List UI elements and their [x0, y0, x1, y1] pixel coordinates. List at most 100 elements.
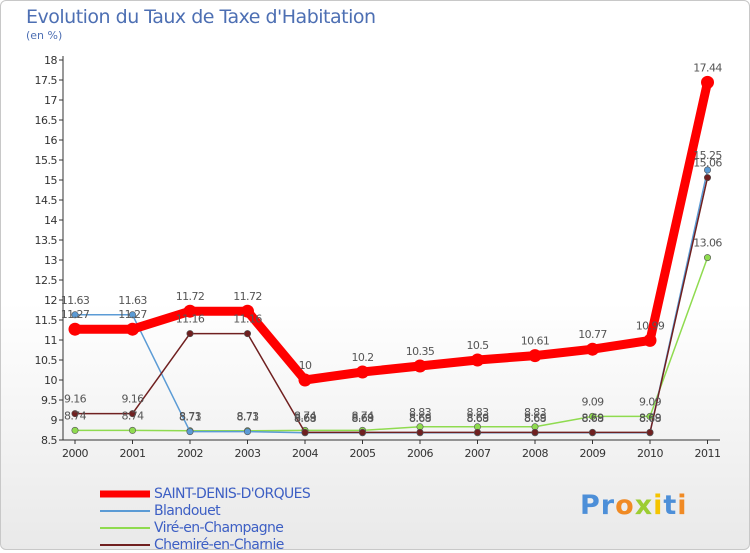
chart-ylabel: (en %)	[26, 29, 63, 42]
data-label: 8.69	[639, 411, 662, 424]
data-point	[183, 304, 197, 318]
x-tick-label: 2009	[580, 447, 606, 460]
data-point	[129, 426, 137, 434]
logo-letter: i	[677, 490, 688, 521]
data-label: 8.69	[409, 411, 432, 424]
y-tick-label: 15.5	[35, 154, 58, 167]
data-point	[588, 428, 596, 436]
data-point	[416, 428, 424, 436]
y-tick-label: 13.5	[35, 234, 58, 247]
data-point	[241, 304, 254, 318]
data-label: 11.27	[61, 308, 90, 321]
data-point	[129, 410, 137, 418]
data-label: 8.74	[351, 409, 374, 422]
legend-item-vire: Viré-en-Champagne	[100, 519, 310, 536]
data-point	[588, 412, 596, 420]
y-tick-label: 9	[51, 414, 58, 427]
legend-swatch	[100, 490, 150, 497]
data-label: 11.16	[176, 313, 205, 326]
data-label: 8.69	[294, 411, 317, 424]
data-label: 10.77	[578, 328, 607, 341]
y-tick-label: 9.5	[41, 394, 57, 407]
logo-letter: x	[634, 490, 654, 521]
data-point	[244, 428, 252, 436]
data-label: 10	[299, 359, 312, 372]
legend-swatch	[100, 543, 150, 546]
data-label: 10.35	[406, 345, 435, 358]
y-tick-label: 10.5	[35, 354, 58, 367]
y-tick-label: 14	[44, 214, 57, 227]
x-tick-label: 2000	[62, 447, 88, 460]
data-label: 8.74	[64, 409, 87, 422]
data-point	[471, 353, 484, 367]
logo-letter: o	[615, 490, 635, 521]
data-point	[244, 330, 252, 338]
series-line	[74, 169, 709, 434]
data-point	[71, 311, 79, 319]
y-tick-label: 12.5	[35, 274, 58, 287]
logo-letter: r	[600, 490, 616, 521]
data-label: 8.68	[581, 412, 604, 425]
data-point	[126, 322, 139, 336]
data-point	[701, 75, 714, 89]
series-line	[74, 176, 709, 434]
legend-swatch	[100, 509, 150, 512]
data-label: 8.68	[294, 412, 317, 425]
data-label: 8.74	[121, 409, 144, 422]
data-label: 11.16	[233, 313, 262, 326]
legend-label: Chemiré-en-Charnie	[154, 536, 284, 553]
x-tick-label: 2003	[235, 447, 261, 460]
x-tick-label: 2008	[522, 447, 548, 460]
series-line	[74, 256, 709, 432]
data-label: 15.06	[693, 157, 722, 170]
data-label: 8.71	[179, 411, 201, 424]
data-point	[358, 428, 366, 436]
data-point	[646, 428, 654, 436]
x-tick-label: 2005	[350, 447, 376, 460]
data-point	[356, 365, 369, 379]
y-tick-label: 18	[44, 54, 57, 67]
data-label: 11.63	[61, 294, 90, 307]
data-point	[186, 428, 194, 436]
data-point	[473, 428, 481, 436]
legend-label: Viré-en-Champagne	[154, 519, 284, 536]
data-label: 8.68	[466, 412, 489, 425]
data-point	[129, 311, 137, 319]
y-tick-label: 12	[44, 294, 57, 307]
series-line	[70, 77, 712, 385]
x-tick-label: 2011	[695, 447, 721, 460]
logo-letter: i	[653, 490, 664, 521]
data-label: 13.06	[693, 237, 722, 250]
data-point	[703, 166, 711, 174]
y-tick-label: 10	[44, 374, 57, 387]
y-tick-label: 15	[44, 174, 57, 187]
y-tick-label: 13	[44, 254, 57, 267]
legend: SAINT-DENIS-D'ORQUES Blandouet Viré-en-C…	[100, 485, 311, 553]
legend-item-blandouet: Blandouet	[100, 502, 310, 519]
legend-label: SAINT-DENIS-D'ORQUES	[154, 485, 311, 502]
data-label: 11.72	[176, 290, 205, 303]
data-label: 8.68	[639, 412, 662, 425]
y-tick-label: 8.5	[41, 434, 57, 447]
legend-swatch	[100, 526, 150, 529]
data-label: 8.68	[409, 412, 432, 425]
x-tick-label: 2006	[407, 447, 433, 460]
data-label: 8.69	[466, 411, 489, 424]
x-tick-label: 2001	[120, 447, 146, 460]
data-label: 8.71	[236, 411, 258, 424]
data-label: 9.09	[639, 395, 662, 408]
data-label: 8.68	[351, 412, 374, 425]
data-label: 10.5	[466, 339, 489, 352]
data-label: 8.83	[466, 406, 489, 419]
logo-letter: t	[663, 490, 678, 521]
y-tick-label: 16.5	[35, 114, 58, 127]
data-label: 9.16	[64, 393, 87, 406]
data-point	[643, 333, 657, 347]
data-point	[186, 330, 194, 338]
data-label: 8.73	[236, 410, 259, 423]
data-label: 11.72	[233, 290, 262, 303]
data-point	[413, 359, 427, 373]
data-label: 9.09	[581, 395, 604, 408]
